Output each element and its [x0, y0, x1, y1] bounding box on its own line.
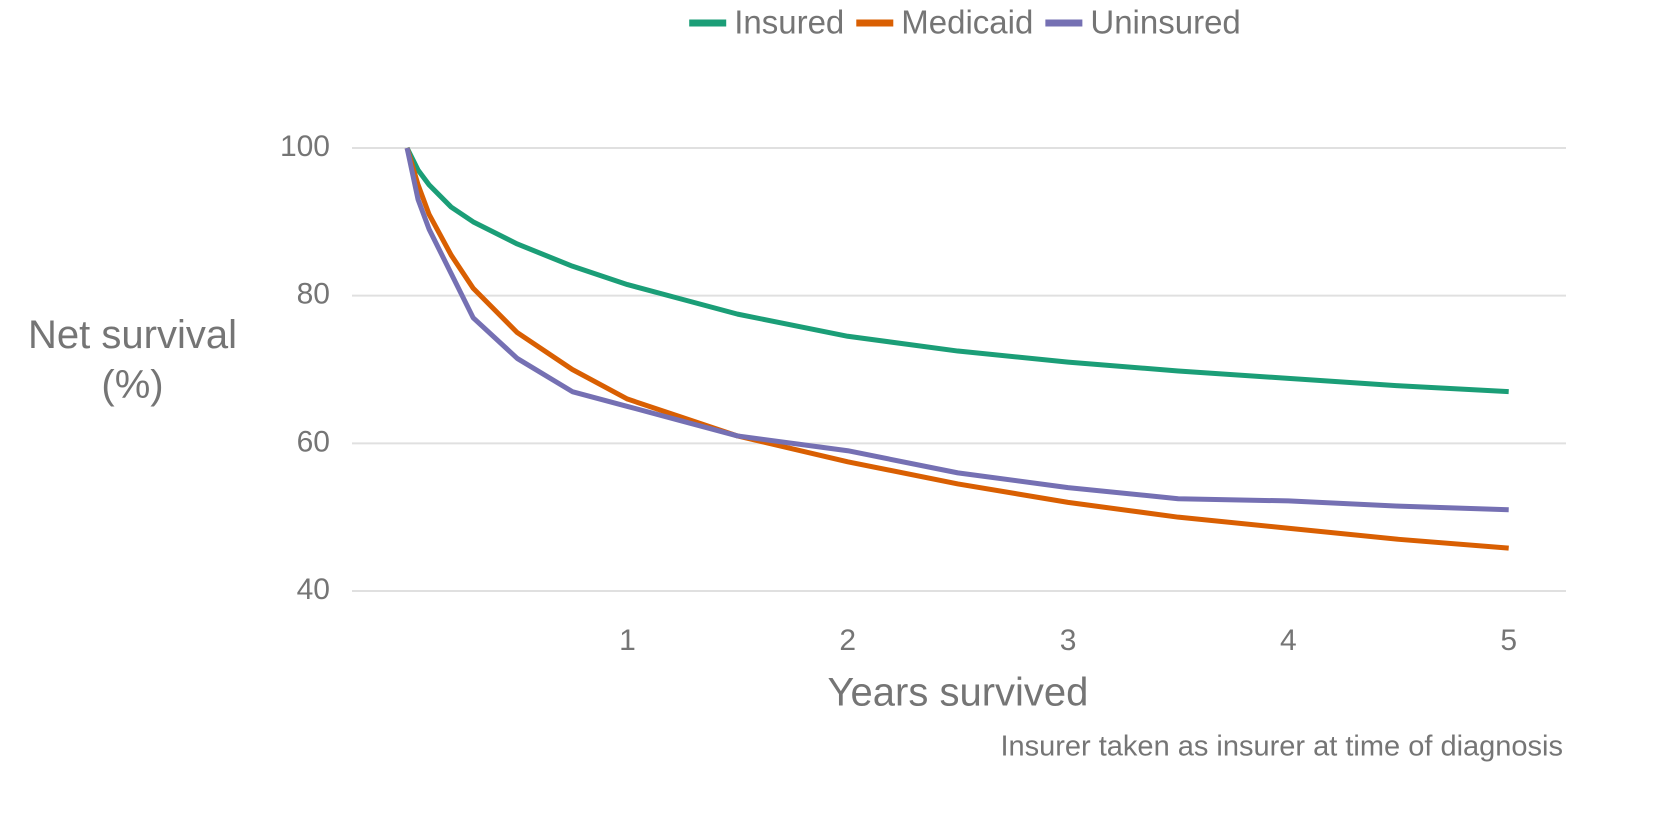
y-axis-title: Net survival (%) [28, 313, 237, 407]
y-tick-label: 100 [280, 130, 330, 163]
line-series [404, 146, 1509, 395]
caption: Insurer taken as insurer at time of diag… [1000, 731, 1563, 763]
line-series [404, 147, 1509, 551]
line-series [404, 147, 1509, 513]
legend-label: Insured [734, 4, 844, 41]
legend-label: Uninsured [1090, 4, 1240, 41]
y-tick-label: 40 [297, 573, 330, 606]
y-tick-label: 60 [297, 425, 330, 458]
x-tick-label: 4 [1280, 624, 1297, 657]
x-tick-label: 1 [619, 624, 636, 657]
x-axis-title: Years survived [828, 671, 1089, 715]
legend-label: Medicaid [901, 4, 1033, 41]
x-tick-label: 5 [1500, 624, 1517, 657]
x-tick-label: 3 [1060, 624, 1077, 657]
x-tick-label: 2 [839, 624, 856, 657]
y-tick-label: 80 [297, 278, 330, 311]
